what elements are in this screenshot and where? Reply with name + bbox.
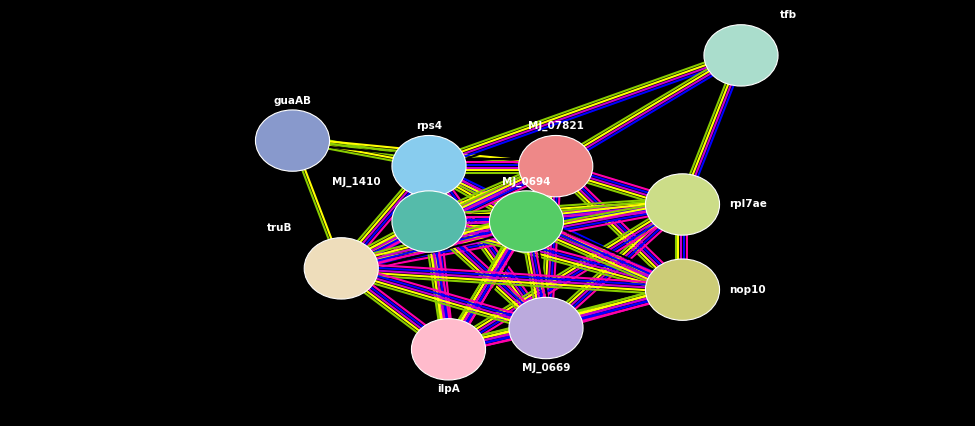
Text: nop10: nop10 [729, 285, 766, 295]
Ellipse shape [704, 25, 778, 86]
Ellipse shape [489, 191, 564, 252]
Ellipse shape [411, 319, 486, 380]
Ellipse shape [304, 238, 378, 299]
Text: rps4: rps4 [416, 121, 442, 131]
Ellipse shape [645, 174, 720, 235]
Ellipse shape [255, 110, 330, 171]
Text: MJ_1410: MJ_1410 [332, 176, 380, 187]
Text: rpl7ae: rpl7ae [729, 199, 767, 210]
Text: guaAB: guaAB [274, 96, 311, 106]
Text: MJ_0694: MJ_0694 [502, 176, 551, 187]
Text: truB: truB [267, 224, 292, 233]
Ellipse shape [392, 135, 466, 197]
Text: ilpA: ilpA [437, 384, 460, 394]
Ellipse shape [519, 135, 593, 197]
Ellipse shape [509, 297, 583, 359]
Ellipse shape [392, 191, 466, 252]
Text: tfb: tfb [780, 11, 798, 20]
Ellipse shape [645, 259, 720, 320]
Text: MJ_07821: MJ_07821 [527, 121, 584, 131]
Text: MJ_0669: MJ_0669 [522, 363, 570, 373]
